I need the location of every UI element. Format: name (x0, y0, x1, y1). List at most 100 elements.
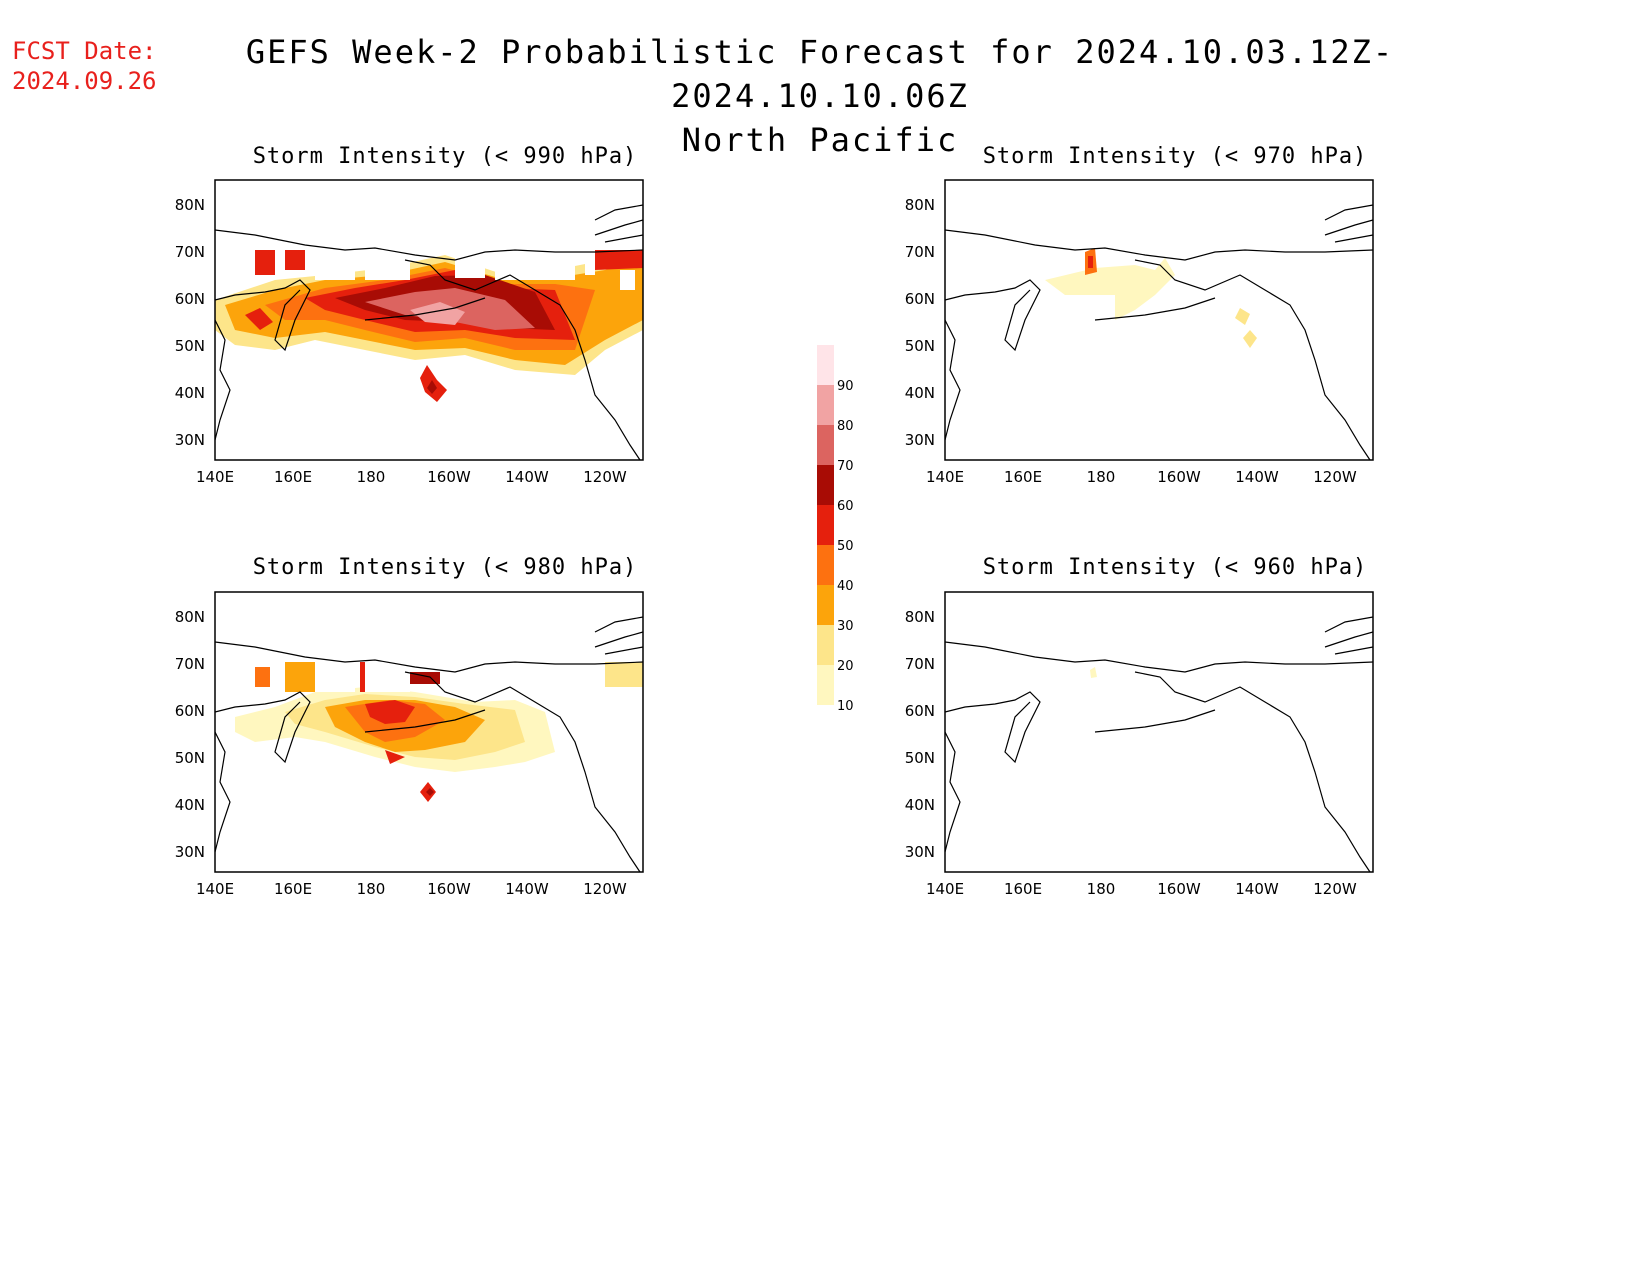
lat-tick: 70N (905, 243, 935, 261)
colorbar-label: 80 (837, 419, 854, 434)
lat-tick: 60N (175, 290, 205, 308)
lat-tick: 30N (905, 431, 935, 449)
lon-tick: 140E (926, 468, 964, 486)
probability-field (1045, 248, 1257, 348)
lon-tick: 120W (583, 880, 627, 898)
lon-tick: 140E (196, 468, 234, 486)
coastline (214, 616, 644, 873)
lon-tick: 120W (1313, 880, 1357, 898)
lon-tick: 160W (1157, 468, 1201, 486)
panel-960: Storm Intensity (< 960 hPa) 80N 70N 60N … (895, 555, 1455, 980)
lat-tick: 40N (905, 384, 935, 402)
map-frame (944, 179, 1374, 461)
probability-field (215, 250, 643, 402)
lon-tick: 120W (583, 468, 627, 486)
colorbar-swatch (817, 345, 834, 385)
longitude-ticks: 140E 160E 180 160W 140W 120W (926, 468, 1357, 486)
colorbar-label: 30 (837, 619, 854, 634)
lon-tick: 140W (505, 880, 549, 898)
lon-tick: 160W (427, 468, 471, 486)
panel-title: Storm Intensity (< 960 hPa) (982, 555, 1368, 580)
colorbar-labels: 10 20 30 40 50 60 70 80 90 (837, 379, 854, 714)
lat-tick: 80N (175, 608, 205, 626)
lat-tick: 70N (175, 655, 205, 673)
probability-field (235, 662, 643, 802)
colorbar-label: 10 (837, 699, 854, 714)
colorbar-swatch (817, 545, 834, 585)
lat-tick: 60N (905, 702, 935, 720)
map-frame (944, 591, 1374, 873)
lon-tick: 160E (274, 880, 312, 898)
latitude-ticks: 80N 70N 60N 50N 40N 30N (905, 196, 935, 449)
longitude-ticks: 140E 160E 180 160W 140W 120W (926, 880, 1357, 898)
colorbar-swatch (817, 665, 834, 705)
coastline (214, 204, 644, 461)
panel-980: Storm Intensity (< 980 hPa) (165, 555, 725, 980)
lon-tick: 140W (505, 468, 549, 486)
forecast-date-value: 2024.09.26 (12, 67, 157, 95)
lon-tick: 160E (274, 468, 312, 486)
longitude-ticks: 140E 160E 180 160W 140W 120W (196, 880, 627, 898)
lat-tick: 70N (175, 243, 205, 261)
lon-tick: 160E (1004, 468, 1042, 486)
lat-tick: 30N (175, 843, 205, 861)
colorbar-boxes (817, 345, 834, 705)
lon-tick: 160W (1157, 880, 1201, 898)
lat-tick: 40N (175, 796, 205, 814)
latitude-ticks: 80N 70N 60N 50N 40N 30N (175, 608, 205, 861)
colorbar-swatch (817, 505, 834, 545)
lon-tick: 140W (1235, 468, 1279, 486)
lon-tick: 140E (196, 880, 234, 898)
lon-tick: 180 (1087, 468, 1116, 486)
lat-tick: 80N (175, 196, 205, 214)
map-980: 80N 70N 60N 50N 40N 30N 140E 160E 180 16… (175, 591, 644, 898)
page-title-block: GEFS Week-2 Probabilistic Forecast for 2… (180, 30, 1460, 162)
lat-tick: 80N (905, 608, 935, 626)
latitude-ticks: 80N 70N 60N 50N 40N 30N (175, 196, 205, 449)
colorbar-label: 60 (837, 499, 854, 514)
lon-tick: 180 (1087, 880, 1116, 898)
colorbar: 10 20 30 40 50 60 70 80 90 (817, 345, 854, 714)
lon-tick: 160W (427, 880, 471, 898)
lat-tick: 80N (905, 196, 935, 214)
panel-970: Storm Intensity (< 970 hPa) 80N 70N (895, 140, 1455, 560)
lat-tick: 40N (175, 384, 205, 402)
panel-title: Storm Intensity (< 980 hPa) (252, 555, 638, 580)
colorbar-label: 40 (837, 579, 854, 594)
map-970: 80N 70N 60N 50N 40N 30N 140E 160E 180 16… (905, 179, 1374, 486)
lat-tick: 30N (905, 843, 935, 861)
lat-tick: 50N (905, 337, 935, 355)
panel-title: Storm Intensity (< 990 hPa) (252, 144, 638, 169)
latitude-ticks: 80N 70N 60N 50N 40N 30N (905, 608, 935, 861)
colorbar-swatch (817, 465, 834, 505)
colorbar-swatch (817, 585, 834, 625)
colorbar-label: 20 (837, 659, 854, 674)
forecast-date-label: FCST Date: (12, 37, 157, 65)
colorbar-label: 70 (837, 459, 854, 474)
map-frame (214, 179, 644, 461)
colorbar-swatch (817, 625, 834, 665)
map-990: 80N 70N 60N 50N 40N 30N 140E 160E 180 16… (175, 179, 644, 486)
lon-tick: 120W (1313, 468, 1357, 486)
lon-tick: 160E (1004, 880, 1042, 898)
colorbar-label: 50 (837, 539, 854, 554)
page-title: GEFS Week-2 Probabilistic Forecast for 2… (245, 33, 1395, 115)
forecast-date-block: FCST Date: 2024.09.26 (12, 36, 157, 96)
lat-tick: 40N (905, 796, 935, 814)
colorbar-swatch (817, 425, 834, 465)
longitude-ticks: 140E 160E 180 160W 140W 120W (196, 468, 627, 486)
coastline (944, 204, 1374, 461)
colorbar-label: 90 (837, 379, 854, 394)
lat-tick: 30N (175, 431, 205, 449)
lat-tick: 50N (175, 337, 205, 355)
panel-990: Storm Intensity (< 990 hPa) (165, 140, 725, 560)
lat-tick: 60N (905, 290, 935, 308)
page-subtitle: North Pacific (681, 121, 959, 159)
lon-tick: 140E (926, 880, 964, 898)
lon-tick: 180 (357, 468, 386, 486)
lon-tick: 180 (357, 880, 386, 898)
lat-tick: 50N (175, 749, 205, 767)
map-frame (214, 591, 644, 873)
probability-field (1090, 667, 1097, 678)
lat-tick: 70N (905, 655, 935, 673)
